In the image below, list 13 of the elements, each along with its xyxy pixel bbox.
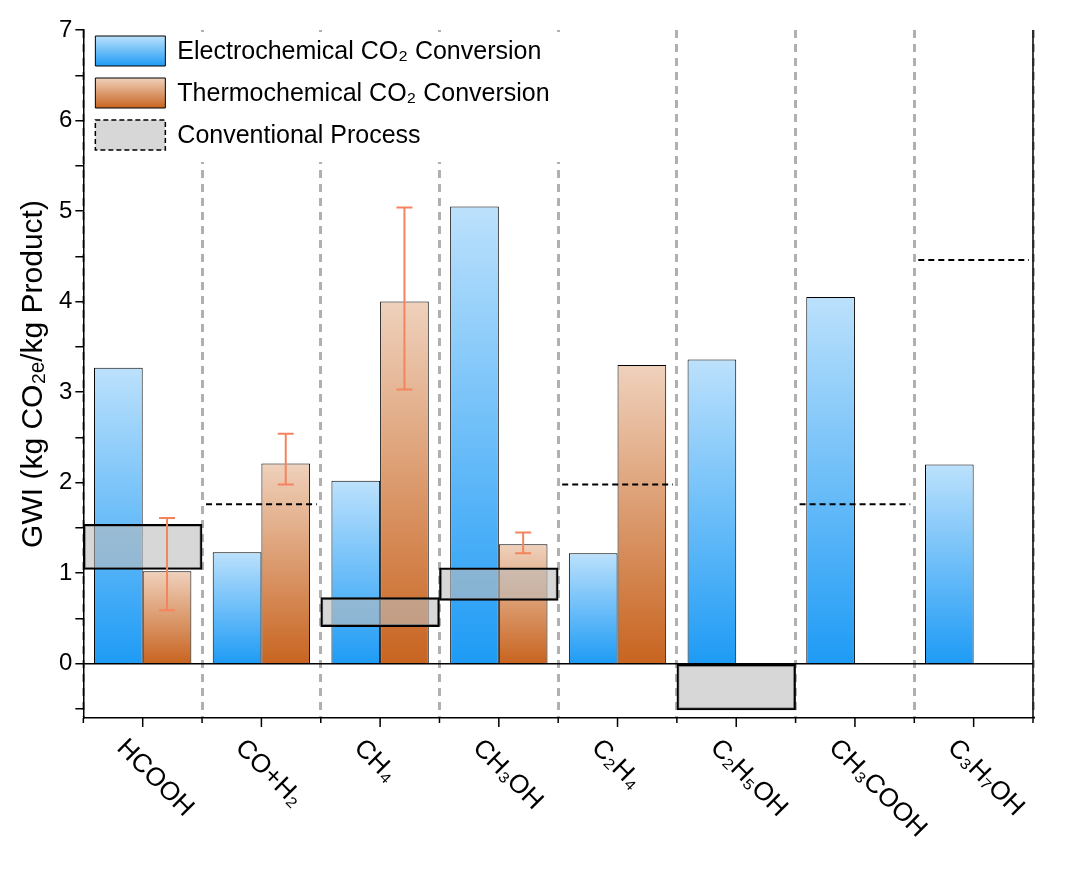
y-tick-label: 1 xyxy=(58,557,73,585)
legend-label: Thermochemical CO₂ Conversion xyxy=(177,77,550,106)
y-tick-label: 2 xyxy=(58,467,73,495)
y-axis-title: GWI (kg CO₂ₑ/kg Product) xyxy=(15,200,49,548)
x-tick-label: CH₄ xyxy=(348,732,405,788)
legend-label: Conventional Process xyxy=(177,119,421,148)
y-tick-label: 6 xyxy=(58,105,73,133)
legend-label: Electrochemical CO₂ Conversion xyxy=(177,35,542,64)
y-tick-label: 3 xyxy=(58,376,73,404)
y-tick-label: 5 xyxy=(58,195,73,223)
y-tick-label: 0 xyxy=(58,648,73,676)
y-tick-label: 7 xyxy=(58,14,73,42)
y-tick-label: 4 xyxy=(58,286,73,314)
